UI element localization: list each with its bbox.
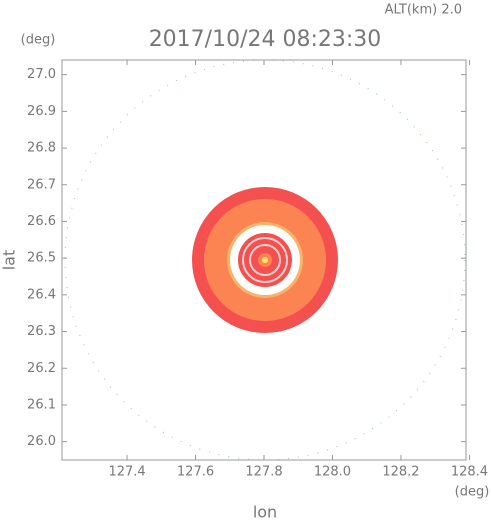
x-tick-label: 127.6	[177, 465, 214, 480]
y-tick-label: 26.5	[27, 251, 56, 266]
x-tick-label: 127.8	[245, 465, 282, 480]
clutter-ring	[64, 59, 466, 461]
x-tick-label: 127.4	[108, 465, 145, 480]
radar-echo	[64, 59, 466, 461]
y-tick-label: 26.9	[27, 104, 56, 119]
y-tick-label: 26.4	[27, 287, 56, 302]
y-tick-label: 27.0	[27, 67, 56, 82]
x-unit: (deg)	[455, 485, 490, 500]
altitude-label: ALT(km) 2.0	[385, 3, 462, 18]
y-tick-label: 26.7	[27, 177, 56, 192]
y-tick-label: 26.3	[27, 324, 56, 339]
echo-core	[262, 257, 268, 263]
echo-ring	[242, 237, 288, 283]
echo-ring	[249, 244, 281, 276]
y-axis-label: lat	[0, 250, 19, 271]
y-unit: (deg)	[21, 33, 56, 48]
x-axis-label: lon	[253, 503, 277, 521]
x-tick-label: 128.2	[382, 465, 419, 480]
y-tick-label: 26.2	[27, 361, 56, 376]
x-tick-label: 128.4	[451, 465, 488, 480]
chart-title: 2017/10/24 08:23:30	[149, 27, 382, 52]
y-tick-label: 26.8	[27, 141, 56, 156]
y-tick-label: 26.6	[27, 214, 56, 229]
y-tick-label: 26.0	[27, 434, 56, 449]
y-tick-label: 26.1	[27, 397, 56, 412]
x-tick-label: 128.0	[314, 465, 351, 480]
